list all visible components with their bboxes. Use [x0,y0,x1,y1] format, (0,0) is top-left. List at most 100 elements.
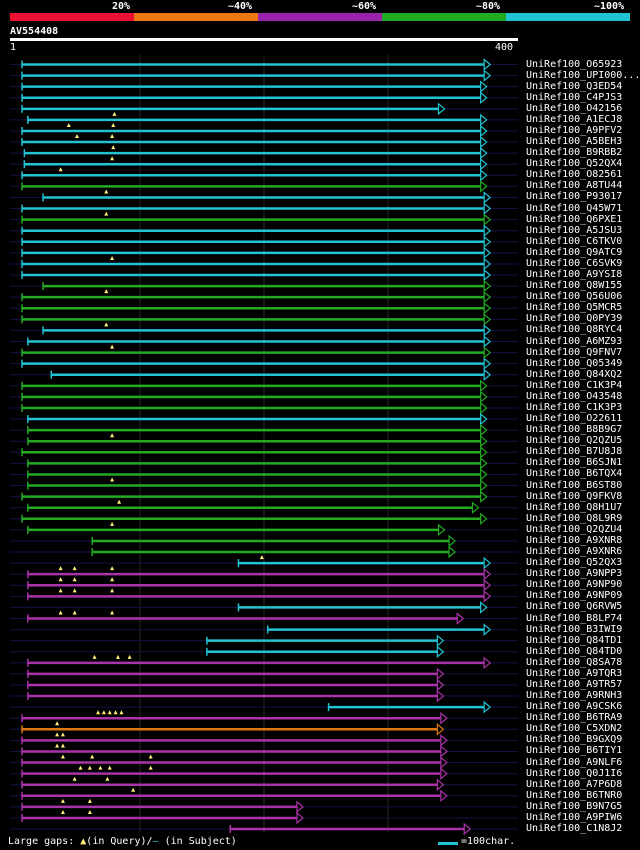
hit-label[interactable]: UniRef100_Q56U06 [526,291,623,303]
identity-legend-bar [10,13,630,21]
hit-label[interactable]: UniRef100_A5BEH3 [526,136,623,148]
hit-label[interactable]: UniRef100_C5XDN2 [526,723,623,735]
hit-end-arrow [483,224,492,237]
hit-label[interactable]: UniRef100_B7U8J8 [526,446,623,458]
hit-label[interactable]: UniRef100_A6MZ93 [526,335,623,347]
hit-label[interactable]: UniRef100_O42156 [526,102,623,114]
hit-label[interactable]: UniRef100_Q05349 [526,357,623,369]
hit-label[interactable]: UniRef100_Q84XQ2 [526,368,623,380]
hit-label[interactable]: UniRef100_Q8W155 [526,280,623,292]
hit-end-arrow [436,667,445,681]
hit-label[interactable]: UniRef100_Q0J1I6 [526,767,623,779]
hit-label[interactable]: UniRef100_A7P6D8 [526,778,623,790]
hit-label[interactable]: UniRef100_A9PFV2 [526,124,623,136]
hit-label[interactable]: UniRef100_A9CSK6 [526,701,623,713]
hit-label[interactable]: UniRef100_B6TIY1 [526,745,623,757]
hit-label[interactable]: UniRef100_A9RNH3 [526,690,623,702]
hit-label[interactable]: UniRef100_Q0PY39 [526,313,623,325]
hit-label[interactable]: UniRef100_B9GXQ9 [526,734,623,746]
hit-label[interactable]: UniRef100_A9NLF6 [526,756,623,768]
hit-label[interactable]: UniRef100_Q8H1U7 [526,501,623,513]
hit-end-arrow [483,290,492,304]
hit-label[interactable]: UniRef100_A9NP09 [526,590,623,602]
gaps-query-text: (in Query)/ [86,836,153,847]
hit-label[interactable]: UniRef100_C6SVK9 [526,257,623,269]
hit-label[interactable]: UniRef100_A9XNR8 [526,534,623,546]
hit-label[interactable]: UniRef100_A9YSI8 [526,269,623,281]
query-gap-marker [259,555,264,560]
hit-label[interactable]: UniRef100_UPI000... [526,69,640,81]
hit-label[interactable]: UniRef100_B6TQX4 [526,468,623,480]
query-gap-marker [107,710,112,715]
query-gap-marker [112,111,117,116]
hit-end-arrow [483,313,492,326]
hit-label[interactable]: UniRef100_O43548 [526,390,623,402]
hit-end-arrow [483,590,492,603]
query-gap-marker [58,566,63,571]
hit-label[interactable]: UniRef100_Q84TD0 [526,645,623,657]
hit-label[interactable]: UniRef100_A9TR57 [526,678,623,690]
hit-label[interactable]: UniRef100_Q9ATC9 [526,246,623,258]
hit-end-arrow [480,601,488,614]
query-gap-marker [98,765,103,770]
hit-label[interactable]: UniRef100_Q8SA78 [526,656,623,668]
hit-label[interactable]: UniRef100_Q2QZU5 [526,435,623,447]
hit-label[interactable]: UniRef100_A1ECJ8 [526,113,623,125]
query-gap-marker [55,721,60,726]
hit-label[interactable]: UniRef100_Q8RYC4 [526,324,623,336]
hit-end-arrow [296,800,304,814]
hit-label[interactable]: UniRef100_A9NPP3 [526,568,623,580]
query-gap-marker [58,167,63,172]
hit-label[interactable]: UniRef100_B8LP74 [526,612,623,624]
hit-label[interactable]: UniRef100_Q6PXE1 [526,213,623,225]
hit-label[interactable]: UniRef100_Q2QZU4 [526,523,623,535]
hit-label[interactable]: UniRef100_B6TRA9 [526,712,623,724]
hit-label[interactable]: UniRef100_A5JSU3 [526,224,623,236]
hit-label[interactable]: UniRef100_B6SJN1 [526,457,623,469]
hit-label[interactable]: UniRef100_Q52QX3 [526,557,623,569]
query-gap-triangle-icon: ▲ [80,836,87,847]
hit-end-arrow [480,157,488,171]
hit-label[interactable]: UniRef100_C1K3P3 [526,401,623,413]
hit-label[interactable]: UniRef100_O65923 [526,58,623,70]
hit-end-arrow [483,279,492,293]
hit-end-arrow [480,468,488,481]
hit-end-arrow [480,490,488,503]
hit-label[interactable]: UniRef100_Q5MCR5 [526,302,623,314]
query-gap-marker [131,787,136,792]
hit-label[interactable]: UniRef100_B9N7G5 [526,800,623,812]
hit-label[interactable]: UniRef100_C1N8J2 [526,823,623,835]
hit-label[interactable]: UniRef100_B6TNR0 [526,789,623,801]
hit-label[interactable]: UniRef100_B9RBB2 [526,147,623,159]
hit-label[interactable]: UniRef100_A8TU44 [526,180,623,192]
query-gap-marker [87,809,92,814]
hit-label[interactable]: UniRef100_A9TQR3 [526,667,623,679]
hit-label[interactable]: UniRef100_A9PIW6 [526,811,623,823]
hit-label[interactable]: UniRef100_B3IWI9 [526,623,623,635]
hit-label[interactable]: UniRef100_Q3ED54 [526,80,623,92]
hit-label[interactable]: UniRef100_Q84TD1 [526,634,623,646]
query-gap-marker [72,776,77,781]
hit-label[interactable]: UniRef100_C1K3P4 [526,379,623,391]
hit-label[interactable]: UniRef100_Q45W71 [526,202,623,214]
hit-end-arrow [483,58,492,71]
hit-label[interactable]: UniRef100_C4PJS3 [526,91,623,103]
hit-end-arrow [483,623,492,636]
hit-end-arrow [436,678,445,692]
query-gap-marker [110,344,115,349]
hit-label[interactable]: UniRef100_B6ST80 [526,479,623,491]
hit-label[interactable]: UniRef100_O82561 [526,169,623,181]
hit-label[interactable]: UniRef100_B8B9G7 [526,424,623,436]
hit-label[interactable]: UniRef100_P93017 [526,191,623,203]
hit-label[interactable]: UniRef100_O22611 [526,413,623,425]
hit-label[interactable]: UniRef100_A9XNR6 [526,546,623,558]
hit-label[interactable]: UniRef100_Q9FKV8 [526,490,623,502]
hit-label[interactable]: UniRef100_A9NP90 [526,579,623,591]
query-gap-marker [72,566,77,571]
hit-label[interactable]: UniRef100_Q8L9R9 [526,512,623,524]
hit-label[interactable]: UniRef100_Q6RVW5 [526,601,623,613]
hit-label[interactable]: UniRef100_Q52QX4 [526,158,623,170]
hit-label[interactable]: UniRef100_C6TKV0 [526,235,623,247]
hit-label[interactable]: UniRef100_Q9FNV7 [526,346,623,358]
query-gap-marker [107,765,112,770]
